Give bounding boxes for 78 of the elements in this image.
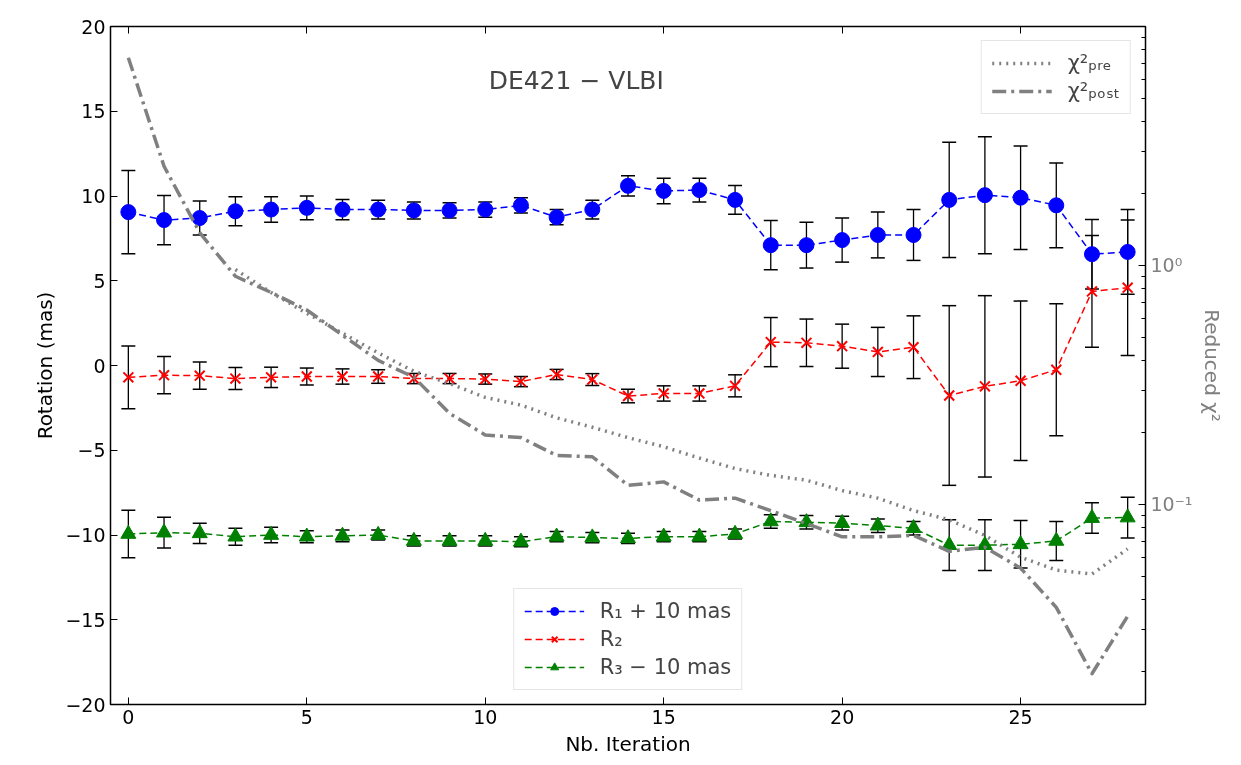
point (691, 182, 708, 199)
y2-tick-label: 10⁻¹ (1150, 493, 1193, 516)
point (193, 369, 206, 382)
point (978, 380, 991, 393)
point (1086, 285, 1098, 298)
point (120, 524, 137, 539)
point (227, 203, 244, 220)
point (1119, 508, 1136, 523)
point (655, 182, 672, 199)
point (798, 237, 815, 254)
line-series (126, 55, 1130, 676)
point (265, 371, 278, 384)
point (156, 523, 173, 538)
point (976, 187, 993, 204)
y-tick-label: 5 (93, 269, 106, 292)
x-tick-label: 10 (473, 705, 498, 728)
point (263, 525, 280, 540)
point (1014, 374, 1027, 387)
point (871, 345, 884, 358)
point (405, 531, 422, 546)
y-tick-label: −15 (65, 608, 106, 631)
y2-axis-title: Reduced χ² (1200, 309, 1225, 422)
legend-label: χ²ₚₒₛₜ (1067, 79, 1120, 103)
point (800, 336, 813, 349)
point (441, 531, 458, 546)
point (941, 191, 958, 208)
point (120, 204, 137, 221)
point (156, 212, 173, 229)
legend-label: R₁ + 10 mas (599, 599, 732, 623)
point (869, 227, 886, 243)
point (1050, 363, 1063, 376)
point (943, 389, 956, 402)
point (1048, 531, 1065, 546)
y-tick-label: 15 (81, 100, 106, 123)
legend-label: R₃ − 10 mas (599, 655, 732, 679)
point (727, 524, 744, 539)
point (191, 210, 208, 227)
point (191, 524, 208, 539)
point (229, 372, 242, 385)
x-tick-label: 5 (300, 705, 313, 728)
y-tick-label: 20 (81, 15, 106, 38)
point (298, 199, 315, 216)
x-tick-label: 0 (122, 705, 135, 728)
point (762, 237, 779, 254)
point (1119, 243, 1136, 260)
y-axis-title: Rotation (mas) (33, 291, 58, 440)
point (1083, 508, 1100, 523)
point (907, 341, 920, 354)
point (263, 201, 280, 218)
y2-tick-label: 10⁰ (1150, 254, 1183, 277)
x-tick-label: 15 (651, 705, 676, 728)
point (1012, 535, 1029, 550)
y-tick-label: 0 (93, 354, 106, 377)
point (1083, 246, 1100, 263)
point (836, 340, 849, 353)
x-tick-label: 25 (1008, 705, 1033, 728)
y-tick-label: −20 (65, 693, 106, 716)
point (727, 191, 744, 208)
point (370, 525, 387, 540)
y-tick-label: −10 (65, 524, 106, 546)
point (227, 527, 244, 542)
point (905, 227, 922, 243)
y-tick-label: −5 (77, 439, 106, 462)
point (158, 369, 170, 382)
point (729, 379, 742, 392)
point (834, 232, 851, 249)
x-axis-title: Nb. Iteration (565, 731, 691, 756)
legend-label: χ²ₚᵣₑ (1067, 51, 1112, 75)
point (1012, 189, 1029, 206)
x-tick-label: 20 (830, 705, 855, 728)
point (764, 336, 777, 349)
point (122, 371, 135, 384)
y-tick-label: 10 (81, 185, 106, 207)
point (1048, 197, 1065, 214)
text: DE421 − VLBI (488, 66, 664, 96)
point (1121, 281, 1134, 294)
point (477, 531, 494, 546)
legend-label: R₂ (599, 627, 623, 651)
